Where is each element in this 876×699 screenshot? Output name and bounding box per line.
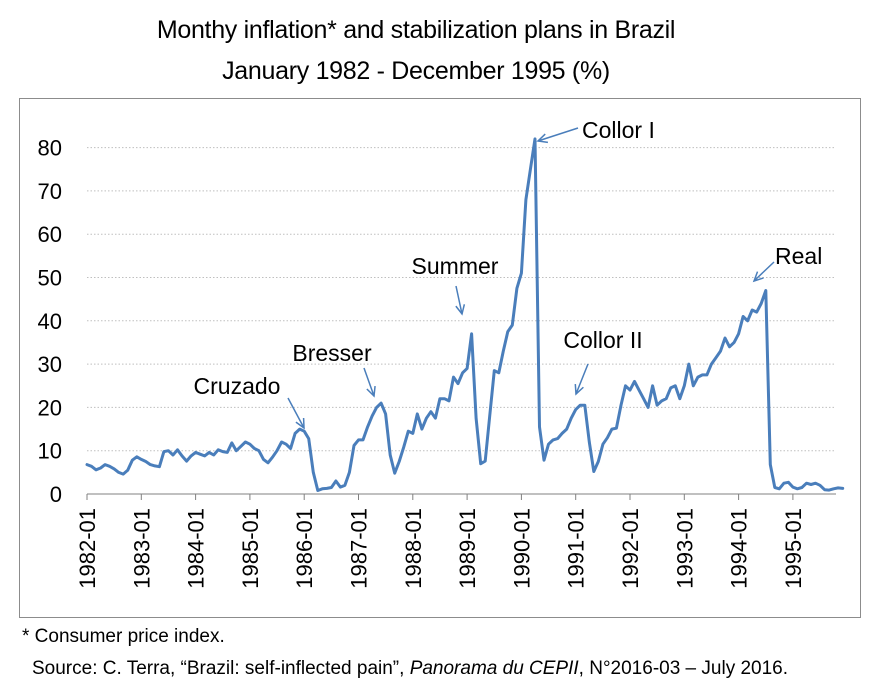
annotation-collor-ii: Collor II <box>563 327 642 353</box>
annotation-arrow-cruzado <box>287 397 305 429</box>
annotation-arrowhead-collor-i <box>536 133 549 144</box>
annotation-arrow-bresser <box>363 367 375 397</box>
y-tick-label-10: 10 <box>38 439 62 464</box>
y-tick-label-50: 50 <box>38 266 62 291</box>
annotation-arrow-real <box>753 261 775 282</box>
x-tick-label-1987-01: 1987-01 <box>347 508 372 589</box>
annotation-real: Real <box>775 243 822 269</box>
chart-title-line2: January 1982 - December 1995 (%) <box>222 57 610 85</box>
y-tick-label-30: 30 <box>38 352 62 377</box>
y-tick-label-40: 40 <box>38 309 62 334</box>
source-prefix: Source: C. Terra, “Brazil: self-inflecte… <box>32 658 410 679</box>
x-tick-label-1990-01: 1990-01 <box>509 508 534 589</box>
x-tick-label-1983-01: 1983-01 <box>129 508 154 589</box>
y-tick-label-20: 20 <box>38 395 62 420</box>
inflation-series-line <box>85 137 845 492</box>
annotation-arrowhead-collor-ii <box>574 383 584 396</box>
annotation-arrow-summer <box>455 285 463 315</box>
x-tick-label-1988-01: 1988-01 <box>401 508 426 589</box>
footnote: * Consumer price index. <box>22 626 225 647</box>
x-tick-label-1993-01: 1993-01 <box>672 508 697 589</box>
annotation-summer: Summer <box>412 253 499 279</box>
x-tick-label-1984-01: 1984-01 <box>184 508 209 589</box>
annotation-arrowhead-cruzado <box>295 417 305 430</box>
y-tick-label-0: 0 <box>50 482 62 507</box>
plot-frame <box>19 98 861 618</box>
annotation-arrowhead-bresser <box>366 385 376 398</box>
annotation-arrowhead-summer <box>455 304 466 316</box>
x-tick-label-1985-01: 1985-01 <box>238 508 263 589</box>
annotation-arrowhead-real <box>752 271 764 283</box>
y-tick-label-60: 60 <box>38 222 62 247</box>
y-tick-label-70: 70 <box>38 179 62 204</box>
annotation-collor-i: Collor I <box>582 117 655 143</box>
source-suffix: , N°2016-03 – July 2016. <box>578 658 789 679</box>
x-tick-label-1995-01: 1995-01 <box>781 508 806 589</box>
x-tick-label-1992-01: 1992-01 <box>618 508 643 589</box>
annotation-arrow-collor-i <box>537 127 579 142</box>
annotation-bresser: Bresser <box>292 340 372 366</box>
annotation-arrow-collor-ii <box>575 363 589 395</box>
chart-title-line1: Monthy inflation* and stabilization plan… <box>156 16 676 44</box>
annotation-cruzado: Cruzado <box>194 373 281 399</box>
x-tick-label-1986-01: 1986-01 <box>292 508 317 589</box>
source-publication: Panorama du CEPII <box>409 658 579 679</box>
x-tick-label-1991-01: 1991-01 <box>564 508 589 589</box>
x-tick-label-1982-01: 1982-01 <box>75 508 100 589</box>
y-tick-label-80: 80 <box>38 136 62 161</box>
x-tick-label-1989-01: 1989-01 <box>455 508 480 589</box>
source-note: Source: C. Terra, “Brazil: self-inflecte… <box>32 657 788 681</box>
x-tick-label-1994-01: 1994-01 <box>727 508 752 589</box>
